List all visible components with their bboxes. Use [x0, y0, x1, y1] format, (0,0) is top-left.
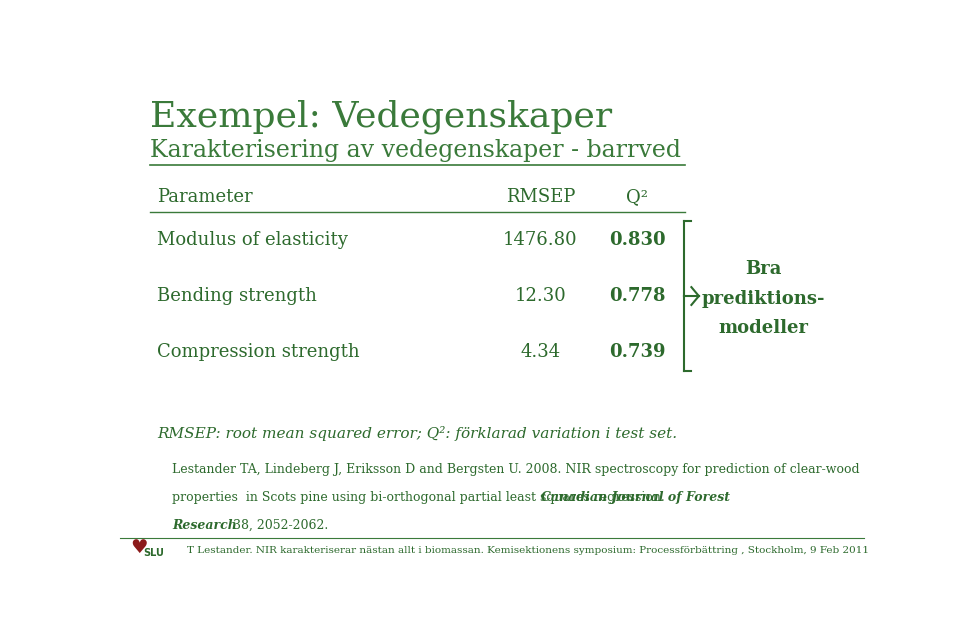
Text: T Lestander. NIR karakteriserar nästan allt i biomassan. Kemisektionens symposiu: T Lestander. NIR karakteriserar nästan a…	[187, 546, 869, 555]
Text: Q²: Q²	[626, 188, 648, 206]
Text: modeller: modeller	[718, 319, 808, 337]
Text: Parameter: Parameter	[157, 188, 252, 206]
Text: prediktions-: prediktions-	[702, 290, 826, 308]
Text: 4.34: 4.34	[520, 342, 561, 361]
Text: Modulus of elasticity: Modulus of elasticity	[157, 230, 348, 249]
Text: 0.739: 0.739	[609, 342, 665, 361]
Text: Exempel: Vedegenskaper: Exempel: Vedegenskaper	[150, 100, 612, 134]
Text: Lestander TA, Lindeberg J, Eriksson D and Bergsten U. 2008. NIR spectroscopy for: Lestander TA, Lindeberg J, Eriksson D an…	[172, 463, 860, 476]
Text: 12.30: 12.30	[515, 286, 566, 305]
Text: Research: Research	[172, 519, 237, 532]
Text: 1476.80: 1476.80	[503, 230, 578, 249]
Text: Compression strength: Compression strength	[157, 342, 360, 361]
Text: 0.778: 0.778	[609, 286, 665, 305]
Text: Karakterisering av vedegenskaper - barrved: Karakterisering av vedegenskaper - barrv…	[150, 139, 681, 162]
Text: RMSEP: RMSEP	[506, 188, 575, 206]
Text: RMSEP: root mean squared error; Q²: förklarad variation i test set.: RMSEP: root mean squared error; Q²: förk…	[157, 426, 678, 440]
Text: Bra: Bra	[745, 260, 781, 278]
Text: ♥: ♥	[130, 539, 147, 557]
Text: Bending strength: Bending strength	[157, 286, 317, 305]
Text: properties  in Scots pine using bi-orthogonal partial least squares regression.: properties in Scots pine using bi-orthog…	[172, 490, 669, 504]
Text: Canadian Journal of Forest: Canadian Journal of Forest	[541, 490, 731, 504]
Text: 38, 2052-2062.: 38, 2052-2062.	[229, 519, 328, 532]
Text: 0.830: 0.830	[609, 230, 665, 249]
Text: SLU: SLU	[143, 548, 164, 558]
